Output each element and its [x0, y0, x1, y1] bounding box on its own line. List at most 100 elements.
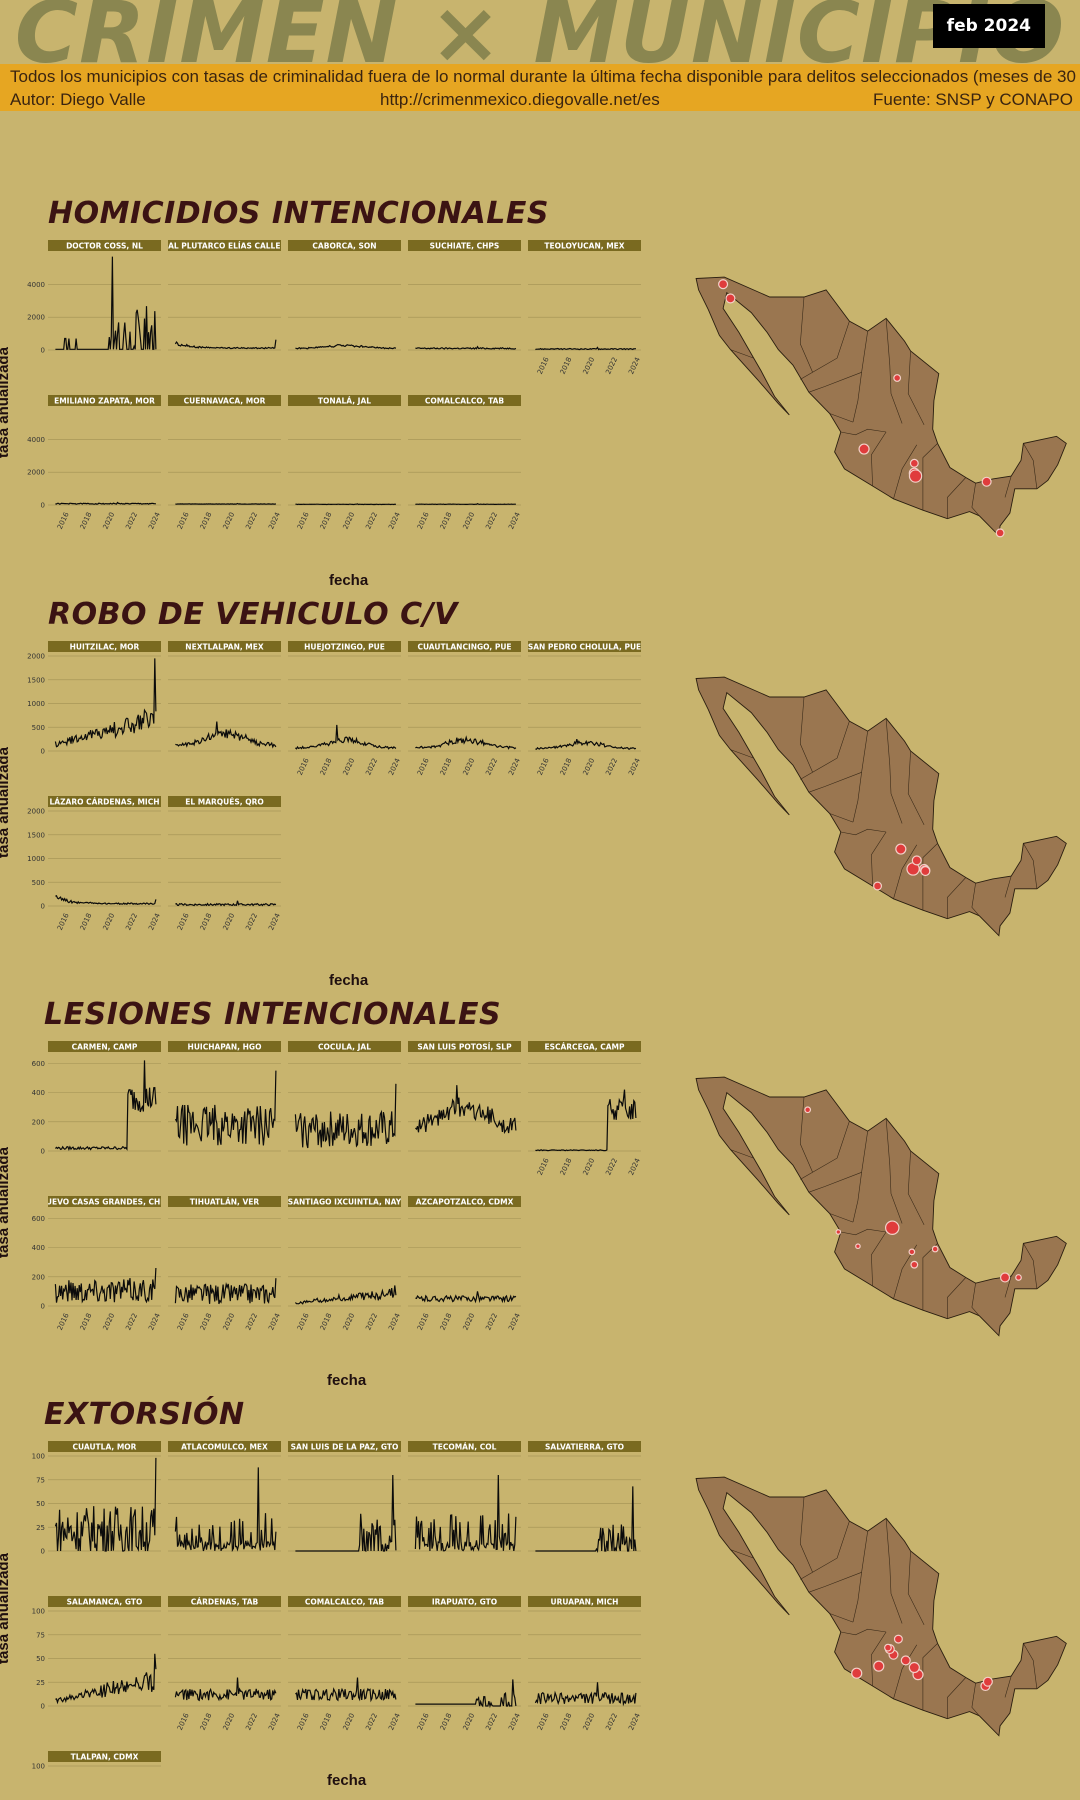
map-marker-3-2	[893, 1634, 903, 1644]
series-line	[414, 1474, 517, 1552]
x-tick-label: 2022	[244, 1712, 259, 1732]
state-border	[907, 750, 925, 826]
map-marker-3-7	[982, 1676, 993, 1687]
panel-2-5: NUEVO CASAS GRANDES, CHIH 0 200 400 600 2016 2…	[32, 1196, 162, 1332]
y-tick-label: 200	[32, 1118, 45, 1126]
panel-1-5: LÁZARO CÁRDENAS, MICH 0 500 1000 1500 2000 201…	[27, 796, 162, 932]
y-tick-label: 1500	[27, 831, 45, 839]
x-axis-label-extorsion: fecha	[327, 1772, 367, 1789]
x-tick-label: 2022	[484, 1712, 499, 1732]
panel-strip	[528, 641, 641, 652]
x-tick-label: 2020	[462, 1712, 477, 1732]
map-marker-0-8	[995, 528, 1005, 538]
series-line	[534, 1682, 637, 1707]
state-border	[885, 718, 903, 824]
y-tick-label: 2000	[27, 808, 45, 816]
x-tick-label: 2018	[79, 912, 94, 932]
y-tick-label: 100	[32, 1453, 45, 1461]
state-border	[800, 721, 850, 780]
x-tick-label: 2016	[416, 511, 431, 531]
x-tick-label: 2022	[604, 1712, 619, 1732]
state-border	[799, 296, 813, 373]
state-border	[871, 431, 887, 487]
source-url[interactable]: http://crimenmexico.diegovalle.net/es	[380, 90, 660, 109]
series-line	[535, 738, 637, 750]
panel-label: EL MARQUÉS, QRO	[185, 798, 264, 807]
panel-strip	[408, 1041, 521, 1052]
state-border	[800, 1521, 850, 1580]
y-tick-label: 0	[41, 903, 45, 911]
panel-strip	[48, 240, 161, 251]
x-tick-label: 2018	[319, 511, 334, 531]
panel-3-2: SAN LUIS DE LA PAZ, GTO	[288, 1441, 401, 1553]
panel-label: TEOLOYUCAN, MEX	[544, 242, 624, 251]
map-marker-3-3	[851, 1667, 863, 1679]
x-tick-label: 2024	[387, 757, 402, 777]
panel-strip	[408, 395, 521, 406]
x-tick-label: 2018	[199, 1312, 214, 1332]
state-border	[971, 1683, 980, 1716]
x-tick-label: 2022	[604, 356, 619, 376]
x-tick-label: 2024	[507, 757, 522, 777]
map-marker-3-1	[900, 1655, 911, 1666]
panel-0-7: TONALÁ, JAL 2016 2018 2020 2022 2024	[288, 395, 402, 531]
x-tick-label: 2022	[484, 511, 499, 531]
x-tick-label: 2018	[199, 1712, 214, 1732]
map-marker-2-2	[835, 1229, 842, 1235]
x-tick-label: 2018	[559, 1712, 574, 1732]
panel-1-2: HUEJOTZINGO, PUE 2016 2018 2020 2022 2024	[288, 641, 402, 777]
x-tick-label: 2020	[582, 1157, 597, 1177]
panel-3-7: COMALCALCO, TAB 2016 2018 2020 2022 2024	[288, 1596, 402, 1732]
x-tick-label: 2016	[536, 1712, 551, 1732]
panel-strip	[528, 1596, 641, 1607]
y-tick-label: 500	[32, 724, 45, 732]
series-line	[415, 503, 516, 506]
panel-strip	[48, 1751, 161, 1762]
state-border	[829, 813, 854, 823]
state-border	[947, 1677, 967, 1719]
panel-strip	[288, 641, 401, 652]
chart-homicidios: DOCTOR COSS, NL 0 2000 4000 GENERAL PLUTARCO…	[27, 240, 642, 531]
x-tick-label: 2022	[364, 757, 379, 777]
source-label: Fuente: SNSP y CONAPO	[873, 90, 1073, 109]
panel-label: HUICHAPAN, HGO	[188, 1043, 262, 1052]
section-title-robo-vehiculo: ROBO DE VEHICULO C/V	[48, 597, 458, 632]
x-tick-label: 2022	[364, 1712, 379, 1732]
x-tick-label: 2022	[604, 757, 619, 777]
x-tick-label: 2022	[364, 511, 379, 531]
x-tick-label: 2018	[79, 511, 94, 531]
x-tick-label: 2022	[244, 1312, 259, 1332]
panel-strip	[288, 1596, 401, 1607]
panel-1-0: HUITZILAC, MOR 0 500 1000 1500 2000	[27, 641, 161, 756]
series-line	[415, 1679, 517, 1709]
map-marker-0-2	[893, 374, 902, 382]
state-border	[971, 1283, 980, 1316]
panel-label: COMALCALCO, TAB	[305, 1598, 385, 1607]
panel-label: SUCHIATE, CHPS	[430, 242, 500, 251]
y-tick-label: 0	[41, 347, 45, 355]
panel-2-7: SANTIAGO IXCUINTLA, NAY 2016 2018 2020 2022 2…	[288, 1196, 402, 1332]
x-tick-label: 2016	[56, 1312, 71, 1332]
x-tick-label: 2024	[387, 511, 402, 531]
y-tick-label: 0	[41, 1148, 45, 1156]
x-tick-label: 2016	[296, 511, 311, 531]
panel-label: SAN LUIS POTOSÍ, SLP	[417, 1043, 512, 1052]
panel-1-3: CUAUTLANCINGO, PUE 2016 2018 2020 2022 2024	[408, 641, 522, 777]
x-tick-label: 2024	[147, 511, 162, 531]
y-tick-label: 0	[41, 1303, 45, 1311]
y-axis-label-robo-vehiculo: tasa anualizada	[0, 747, 12, 858]
panel-label: CUAUTLA, MOR	[73, 1443, 137, 1452]
x-axis-label-robo-vehiculo: fecha	[329, 972, 369, 989]
y-tick-label: 75	[36, 1631, 45, 1639]
panel-strip	[48, 1596, 161, 1607]
map-marker-1-5	[873, 881, 883, 891]
subtitle: Todos los municipios con tasas de crimin…	[10, 67, 1080, 86]
state-border	[808, 372, 862, 393]
map-marker-1-4	[920, 866, 931, 877]
panel-2-3: SAN LUIS POTOSÍ, SLP	[408, 1041, 521, 1152]
x-tick-label: 2016	[416, 1712, 431, 1732]
state-border	[852, 1131, 868, 1223]
x-tick-label: 2016	[296, 1312, 311, 1332]
panel-label: AZCAPOTZALCO, CDMX	[416, 1198, 514, 1207]
mexico-map-shape	[695, 676, 1067, 937]
